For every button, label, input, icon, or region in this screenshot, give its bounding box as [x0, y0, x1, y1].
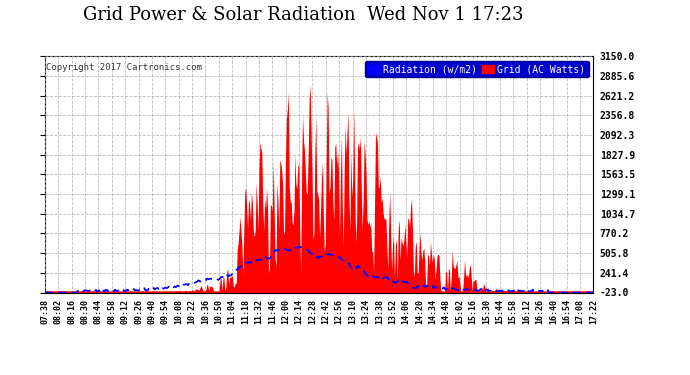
- Text: Copyright 2017 Cartronics.com: Copyright 2017 Cartronics.com: [46, 63, 201, 72]
- Legend: Radiation (w/m2), Grid (AC Watts): Radiation (w/m2), Grid (AC Watts): [364, 61, 589, 77]
- Text: Grid Power & Solar Radiation  Wed Nov 1 17:23: Grid Power & Solar Radiation Wed Nov 1 1…: [83, 6, 524, 24]
